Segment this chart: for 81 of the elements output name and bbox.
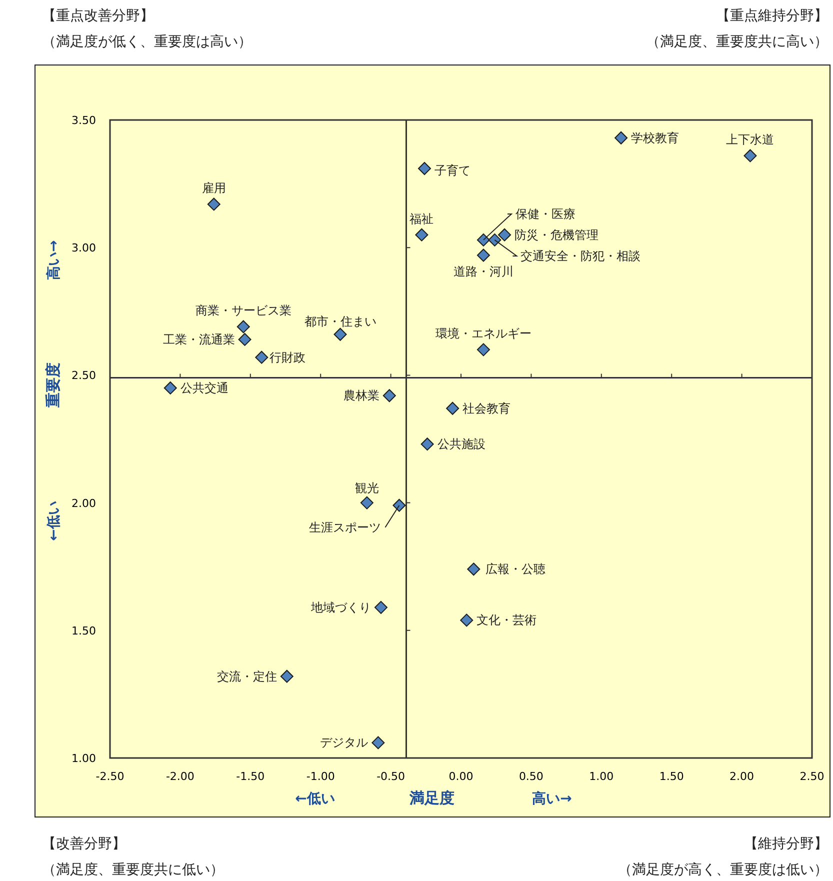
point <box>372 736 385 750</box>
y-tick-label: 1.00 <box>72 752 96 765</box>
point <box>415 228 428 242</box>
annotation: 道路・河川 <box>453 264 514 278</box>
x-tick-label: 2.00 <box>730 770 754 783</box>
text: 【改善分野】 <box>42 835 126 852</box>
annotation: 公共施設 <box>437 437 486 452</box>
text: 高い→ <box>45 240 62 280</box>
x-tick-label: 0.50 <box>518 770 544 783</box>
text: 【維持分野】 <box>744 836 828 852</box>
x-tick-label: -1.00 <box>306 770 335 783</box>
x-tick-label: -2.50 <box>96 770 124 783</box>
annotation: 商業・サービス業 <box>195 304 292 318</box>
x-tick-label: -1.50 <box>236 770 265 783</box>
point <box>420 438 434 451</box>
annotation: 学校教育 <box>631 130 680 145</box>
x-tick-label: 2.50 <box>800 770 824 783</box>
annotation: 地域づくり <box>310 600 371 614</box>
annotation: 防災・危機管理 <box>514 228 599 242</box>
text: （満足度、重要度共に低い） <box>42 862 224 878</box>
annotation: 文化・芸術 <box>476 613 537 628</box>
x-axis-title: 満足度 <box>408 789 454 807</box>
point <box>236 320 250 334</box>
annotation: 福祉 <box>410 212 434 226</box>
x-tick-label: -0.50 <box>376 770 406 783</box>
x-tick-label: 0.00 <box>448 770 474 783</box>
text: ←低い <box>295 791 335 807</box>
annotation: 農林業 <box>343 388 380 403</box>
point <box>476 233 490 246</box>
point <box>280 670 294 683</box>
point <box>392 498 406 512</box>
point <box>460 614 474 627</box>
annotation: 雇用 <box>202 181 226 196</box>
x-tick-label: 1.00 <box>589 770 614 783</box>
text: ←低い <box>46 501 62 541</box>
point <box>476 248 490 262</box>
annotation: 保健・医療 <box>515 206 576 221</box>
text: 【重点維持分野】 <box>716 8 828 24</box>
point <box>488 233 502 246</box>
point <box>614 131 628 144</box>
point <box>467 562 480 576</box>
point <box>238 332 252 346</box>
annotation: 環境・エネルギー <box>435 326 532 341</box>
text: （満足度が低く、重要度は高い） <box>42 34 252 50</box>
point <box>334 328 347 341</box>
annotation: 交通安全・防犯・相談 <box>520 248 641 263</box>
point <box>164 381 177 394</box>
text: （満足度、重要度共に高い） <box>646 34 828 50</box>
point <box>476 343 490 356</box>
text: 【重点改善分野】 <box>42 7 154 24</box>
annotation: デジタル <box>320 736 368 750</box>
y-tick-label: 1.50 <box>72 624 96 638</box>
text: （満足度が高く、重要度は低い） <box>618 862 828 878</box>
annotation: 社会教育 <box>462 401 511 416</box>
point <box>207 198 220 211</box>
point <box>382 389 396 402</box>
annotation: 生涯スポーツ <box>309 520 382 534</box>
y-tick-label: 2.50 <box>72 369 96 382</box>
annotation: 交流・定住 <box>216 669 277 684</box>
y-axis-title: 重要度 <box>44 362 62 408</box>
point <box>360 496 374 510</box>
point <box>374 600 388 614</box>
point <box>446 402 460 415</box>
y-tick-label: 2.00 <box>72 496 96 510</box>
annotation: 子育て <box>434 163 470 178</box>
point <box>255 350 268 364</box>
annotation: 観光 <box>354 480 379 495</box>
point <box>498 228 512 242</box>
annotation: 広報・公聴 <box>486 562 546 576</box>
annotation: 工業・流通業 <box>162 332 235 346</box>
point <box>418 162 431 175</box>
y-tick-label: 3.00 <box>72 242 96 255</box>
annotation: 行財政 <box>270 350 306 364</box>
annotation: 公共交通 <box>180 380 228 395</box>
annotation: 都市・住まい <box>304 314 376 328</box>
point <box>744 149 757 162</box>
x-tick-label: -2.00 <box>166 770 194 783</box>
text: 高い→ <box>532 790 572 807</box>
x-tick-label: 1.50 <box>659 770 684 783</box>
y-tick-label: 3.50 <box>72 114 96 127</box>
annotation: 上下水道 <box>726 132 774 147</box>
